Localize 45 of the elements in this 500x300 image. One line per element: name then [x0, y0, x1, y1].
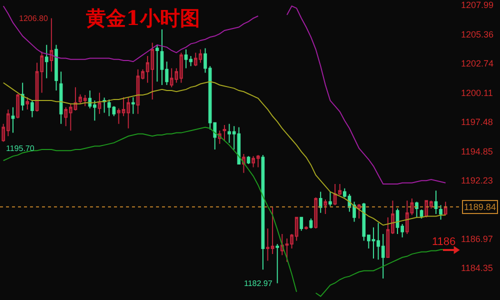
candlestick: [304, 226, 308, 230]
y-tick-label: 1192.23: [461, 175, 493, 186]
candlestick: [44, 44, 48, 79]
candlestick: [324, 199, 328, 215]
y-tick-label: 1202.74: [461, 58, 494, 69]
y-tick-label: 1207.99: [461, 0, 494, 10]
candlestick: [309, 218, 313, 229]
y-tick-label: 1186.97: [461, 234, 493, 244]
candlestick: [16, 93, 20, 119]
y-tick-label: 1205.36: [461, 29, 494, 40]
annotation: 1195.70: [6, 144, 35, 153]
candlestick: [59, 71, 63, 124]
candlestick: [54, 44, 58, 92]
chart-title: 黄金1小时图: [85, 6, 200, 30]
ref-line-label: 1189.84: [464, 202, 496, 212]
candlestick: [131, 96, 135, 114]
candlestick: [20, 82, 24, 112]
candlestick: [222, 124, 226, 142]
candlestick: [415, 201, 418, 218]
line-series: [2, 81, 446, 226]
candlestick: [261, 154, 265, 270]
annotation: 1182.97: [244, 279, 273, 288]
candlestick: [314, 196, 318, 229]
candlestick: [50, 18, 54, 72]
candlestick: [328, 191, 332, 207]
candlestick: [102, 97, 106, 114]
candlestick: [276, 244, 280, 284]
candlestick: [357, 204, 361, 219]
candlestick: [30, 100, 34, 118]
candlestick: [318, 191, 322, 214]
annotation: 1206.80: [19, 14, 48, 23]
annotation: 1186: [432, 236, 456, 248]
y-tick-label: 1197.48: [461, 117, 493, 128]
candlestick: [156, 44, 159, 82]
candlestick: [246, 156, 250, 164]
y-tick-label: 1184.35: [461, 263, 493, 274]
candlestick: [26, 96, 30, 110]
candlestick: [439, 204, 442, 220]
candlestick: [11, 106, 15, 134]
candlestick: [300, 216, 304, 232]
y-tick-label: 1194.85: [461, 146, 493, 156]
candlestick: [434, 190, 438, 215]
candlestick: [98, 92, 102, 114]
y-tick-label: 1200.11: [461, 88, 493, 98]
candlestick: [444, 201, 448, 216]
